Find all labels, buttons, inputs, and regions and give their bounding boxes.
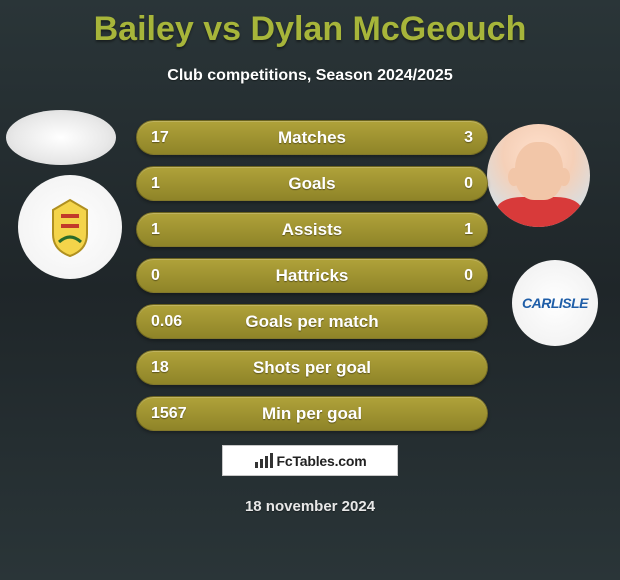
club-left-badge [18,175,122,279]
stat-right-value: 1 [464,213,473,246]
stat-label: Shots per goal [137,351,487,384]
stat-label: Goals [137,167,487,200]
subtitle: Club competitions, Season 2024/2025 [0,67,620,85]
stat-row: 0.06 Goals per match [136,304,488,339]
stats-container: 17 Matches 3 1 Goals 0 1 Assists 1 0 Hat… [136,120,488,442]
player-right-avatar [487,124,590,227]
stat-row: 1 Goals 0 [136,166,488,201]
stat-row: 1567 Min per goal [136,396,488,431]
stat-row: 17 Matches 3 [136,120,488,155]
player-left-avatar [6,110,116,165]
stat-right-value: 0 [464,167,473,200]
stat-label: Goals per match [137,305,487,338]
club-right-badge: CARLISLE [512,260,598,346]
stat-label: Assists [137,213,487,246]
stat-right-value: 0 [464,259,473,292]
stat-label: Hattricks [137,259,487,292]
page-title: Bailey vs Dylan McGeouch [0,0,620,49]
club-left-logo-icon [37,194,103,260]
brand-badge: FcTables.com [222,445,398,476]
club-right-name: CARLISLE [522,295,588,311]
stat-row: 18 Shots per goal [136,350,488,385]
stat-row: 0 Hattricks 0 [136,258,488,293]
stat-label: Matches [137,121,487,154]
stat-label: Min per goal [137,397,487,430]
brand-text: FcTables.com [277,453,367,469]
brand-chart-icon [254,453,274,469]
stat-row: 1 Assists 1 [136,212,488,247]
publish-date: 18 november 2024 [0,498,620,515]
stat-right-value: 3 [464,121,473,154]
